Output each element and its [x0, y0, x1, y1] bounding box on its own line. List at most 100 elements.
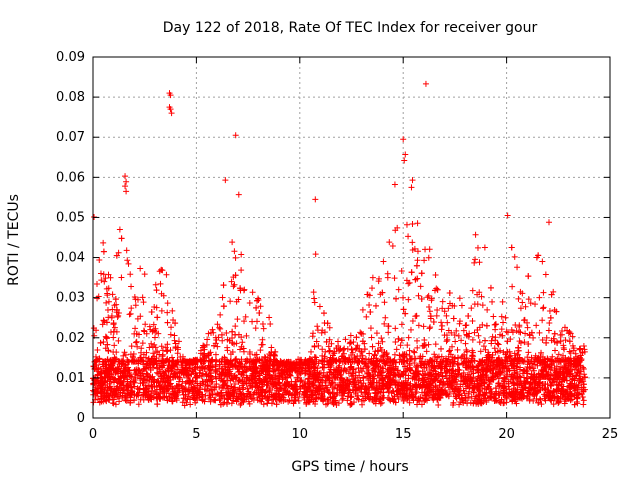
data-point	[360, 375, 367, 382]
data-point	[105, 348, 112, 355]
data-point	[246, 300, 253, 307]
data-point	[334, 389, 341, 396]
data-point	[474, 366, 481, 373]
data-point	[325, 397, 332, 404]
data-point	[385, 322, 392, 329]
data-point	[211, 342, 218, 349]
data-point	[434, 306, 441, 313]
data-point	[154, 348, 161, 355]
data-point	[366, 292, 373, 299]
data-point	[100, 317, 107, 324]
data-point	[372, 302, 379, 309]
data-point	[181, 402, 188, 409]
data-point	[514, 264, 521, 271]
data-point	[561, 358, 568, 365]
data-point	[98, 370, 105, 377]
data-point	[394, 367, 401, 374]
data-point	[367, 379, 374, 386]
data-point	[461, 351, 468, 358]
data-point	[229, 375, 236, 382]
data-point	[443, 338, 450, 345]
data-point	[152, 325, 159, 332]
data-point	[383, 350, 390, 357]
data-point	[141, 271, 148, 278]
data-point	[525, 390, 532, 397]
data-point	[126, 311, 133, 318]
data-point	[406, 352, 413, 359]
data-point	[559, 352, 566, 359]
data-point	[431, 351, 438, 358]
data-point	[412, 276, 419, 283]
data-point	[408, 269, 415, 276]
data-point	[299, 382, 306, 389]
data-point	[151, 341, 158, 348]
data-point	[190, 378, 197, 385]
data-point	[142, 321, 149, 328]
data-point	[523, 378, 530, 385]
data-point	[474, 399, 481, 406]
data-point	[140, 327, 147, 334]
data-point	[302, 367, 309, 374]
data-point	[265, 397, 272, 404]
data-point	[110, 328, 117, 335]
data-point	[140, 391, 147, 398]
data-point	[392, 399, 399, 406]
data-point	[569, 366, 576, 373]
data-point	[493, 364, 500, 371]
data-point	[500, 385, 507, 392]
data-point	[137, 380, 144, 387]
data-point	[431, 287, 438, 294]
data-point	[104, 384, 111, 391]
data-point	[469, 349, 476, 356]
data-point	[174, 350, 181, 357]
data-point	[477, 360, 484, 367]
data-point	[259, 341, 266, 348]
data-point	[132, 302, 139, 309]
data-point	[227, 351, 234, 358]
data-point	[232, 254, 239, 261]
data-point	[185, 387, 192, 394]
data-point	[554, 386, 561, 393]
data-point	[393, 295, 400, 302]
data-point	[367, 308, 374, 315]
data-point	[237, 346, 244, 353]
data-point	[184, 396, 191, 403]
data-point	[143, 330, 150, 337]
data-point	[378, 335, 385, 342]
data-point	[341, 345, 348, 352]
data-point	[201, 350, 208, 357]
data-point	[491, 345, 498, 352]
data-point	[392, 381, 399, 388]
data-point	[397, 342, 404, 349]
data-point	[409, 318, 416, 325]
data-point	[159, 378, 166, 385]
data-point	[147, 367, 154, 374]
data-point	[498, 396, 505, 403]
data-point	[311, 343, 318, 350]
data-point	[135, 401, 142, 408]
data-point	[521, 339, 528, 346]
data-point	[497, 347, 504, 354]
data-point	[238, 251, 245, 258]
data-point	[413, 262, 420, 269]
data-point	[331, 375, 338, 382]
data-point	[532, 301, 539, 308]
data-point	[569, 342, 576, 349]
data-point	[110, 320, 117, 327]
data-point	[406, 399, 413, 406]
data-point	[516, 381, 523, 388]
data-point	[402, 393, 409, 400]
data-point	[535, 399, 542, 406]
data-point	[514, 386, 521, 393]
data-point	[213, 391, 220, 398]
data-point	[546, 364, 553, 371]
data-point	[427, 324, 434, 331]
data-point	[228, 278, 235, 285]
data-point	[295, 356, 302, 363]
data-point	[305, 376, 312, 383]
data-point	[312, 251, 319, 258]
data-point	[418, 359, 425, 366]
data-point	[111, 342, 118, 349]
data-point	[270, 396, 277, 403]
data-point	[285, 398, 292, 405]
